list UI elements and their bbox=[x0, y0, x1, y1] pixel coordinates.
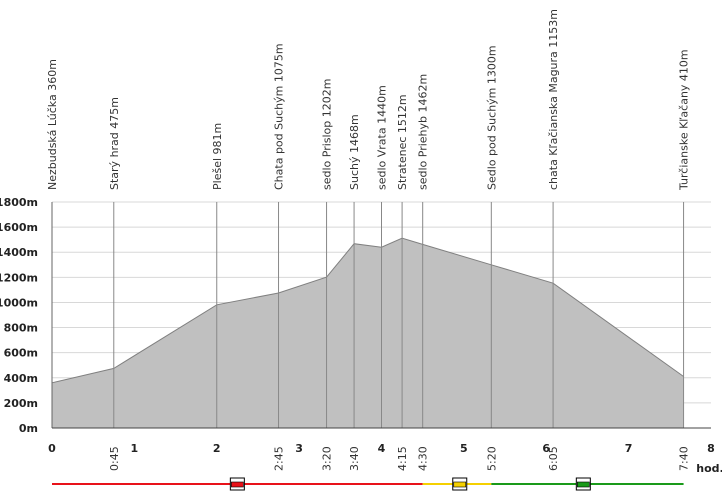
waypoint-lines bbox=[113, 202, 685, 428]
waypoint-label: Stratenec 1512m bbox=[396, 94, 409, 190]
waypoint-label: Sedlo pod Suchým 1300m bbox=[485, 45, 498, 190]
x-tick-label: 1 bbox=[131, 442, 139, 455]
elevation-line bbox=[51, 237, 684, 384]
time-tick-label: 5:20 bbox=[485, 446, 498, 471]
time-tick-label: 2:45 bbox=[273, 446, 286, 471]
y-tick-label: 1200m bbox=[0, 271, 38, 284]
trail-marker-stripe bbox=[231, 481, 244, 488]
y-tick-label: 800m bbox=[4, 322, 38, 335]
x-tick-label: 0 bbox=[48, 442, 56, 455]
waypoint-label: sedlo Prislop 1202m bbox=[321, 79, 334, 191]
x-tick-label: 5 bbox=[460, 442, 468, 455]
waypoint-label: sedlo Priehyb 1462m bbox=[417, 74, 430, 190]
axes bbox=[51, 202, 711, 429]
trail-marker-stripe bbox=[577, 481, 590, 488]
y-tick-label: 1600m bbox=[0, 221, 38, 234]
y-tick-label: 1400m bbox=[0, 246, 38, 259]
time-tick-label: 3:20 bbox=[321, 446, 334, 471]
waypoint-label: Plešel 981m bbox=[211, 123, 224, 190]
x-tick-label: 3 bbox=[295, 442, 303, 455]
waypoint-label: chata Kľačianska Magura 1153m bbox=[547, 9, 560, 190]
area-layer bbox=[51, 237, 684, 428]
waypoint-label: sedlo Vrata 1440m bbox=[376, 85, 389, 190]
y-tick-label: 1000m bbox=[0, 296, 38, 309]
x-tick-label: 4 bbox=[378, 442, 386, 455]
waypoint-labels: Nezbudská Lúčka 360m Starý hrad 475m Pleše… bbox=[46, 9, 691, 191]
trail-marker-stripe bbox=[453, 481, 467, 488]
elevation-area bbox=[52, 238, 684, 428]
y-tick-label: 0m bbox=[19, 422, 38, 435]
time-tick-label: 4:30 bbox=[417, 446, 430, 471]
trail-color-bar bbox=[52, 477, 684, 491]
waypoint-label: Suchý 1468m bbox=[348, 114, 361, 190]
y-tick-label: 400m bbox=[4, 372, 38, 385]
time-tick-label: 3:40 bbox=[348, 446, 361, 471]
x-tick-label: 8 bbox=[707, 442, 715, 455]
time-tick-label: 4:15 bbox=[396, 446, 409, 471]
y-tick-label: 200m bbox=[4, 397, 38, 410]
time-tick-label: 0:45 bbox=[108, 446, 121, 471]
waypoint-label: Nezbudská Lúčka 360m bbox=[46, 59, 59, 190]
y-tick-label: 600m bbox=[4, 347, 38, 360]
waypoint-label: Turčianske Kľačany 410m bbox=[678, 49, 691, 191]
tick-labels: 0m200m400m600m800m1000m1200m1400m1600m18… bbox=[0, 196, 722, 475]
waypoint-label: Chata pod Suchým 1075m bbox=[273, 43, 286, 190]
y-tick-label: 1800m bbox=[0, 196, 38, 209]
x-tick-label: 7 bbox=[625, 442, 633, 455]
time-tick-label: 6:05 bbox=[547, 446, 560, 471]
x-tick-label: 2 bbox=[213, 442, 221, 455]
x-tick-label: 6 bbox=[542, 442, 550, 455]
waypoint-label: Starý hrad 475m bbox=[108, 97, 121, 190]
x-axis-label: hod. bbox=[696, 462, 722, 475]
time-tick-label: 7:40 bbox=[678, 446, 691, 471]
